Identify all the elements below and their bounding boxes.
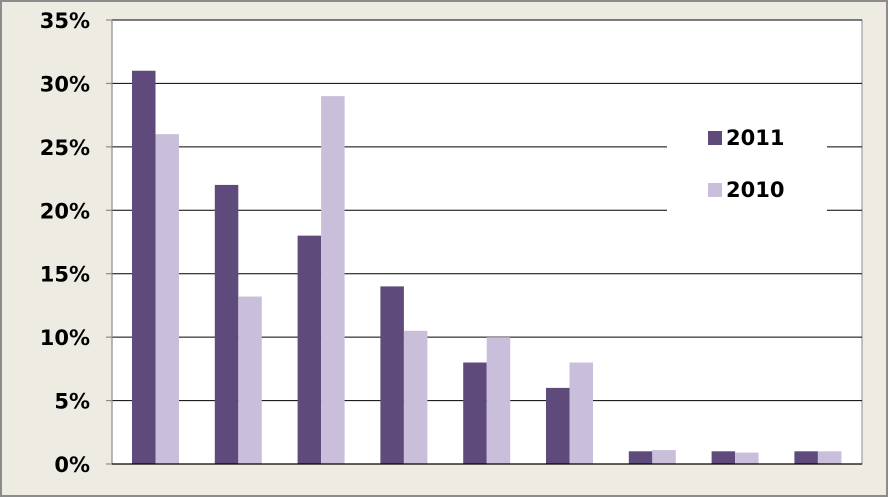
bar-2010-2 [238,296,262,464]
y-tick-label: 25% [40,136,90,160]
y-tick-label: 0% [54,453,90,477]
bar-2010-7 [652,450,676,464]
bar-2011-3 [297,235,322,464]
legend-label-2011: 2011 [726,126,784,150]
bar-2010-4 [403,330,428,464]
bar-2010-9 [817,451,842,464]
bar-2011-8 [711,451,736,464]
legend-label-2010: 2010 [726,178,784,202]
bar-2010-1 [155,134,179,464]
legend: 2011 2010 [667,117,827,217]
bar-2011-4 [380,286,404,464]
y-tick-label: 15% [40,263,90,287]
y-tick-label: 5% [54,390,90,414]
bar-2011-1 [132,70,156,464]
y-axis-tick-labels: 0% 5% 10% 15% 20% 25% 30% 35% [40,9,90,477]
y-tick-label: 20% [40,199,90,223]
bars [132,70,842,464]
bar-2010-6 [569,362,593,464]
y-tick-label: 10% [40,326,90,350]
legend-swatch-2010 [708,183,722,197]
legend-background [667,117,827,217]
axes [106,19,862,465]
legend-swatch-2011 [708,131,722,145]
bar-2010-8 [735,452,759,464]
bar-2010-5 [486,337,511,464]
y-tick-label: 35% [40,9,90,33]
y-tick-label: 30% [40,72,90,96]
bar-2011-6 [546,387,570,464]
bar-2011-2 [214,184,239,464]
bar-2011-7 [628,451,653,464]
bar-2010-3 [321,96,345,464]
bar-2011-9 [794,451,818,464]
bar-2011-5 [463,362,487,464]
